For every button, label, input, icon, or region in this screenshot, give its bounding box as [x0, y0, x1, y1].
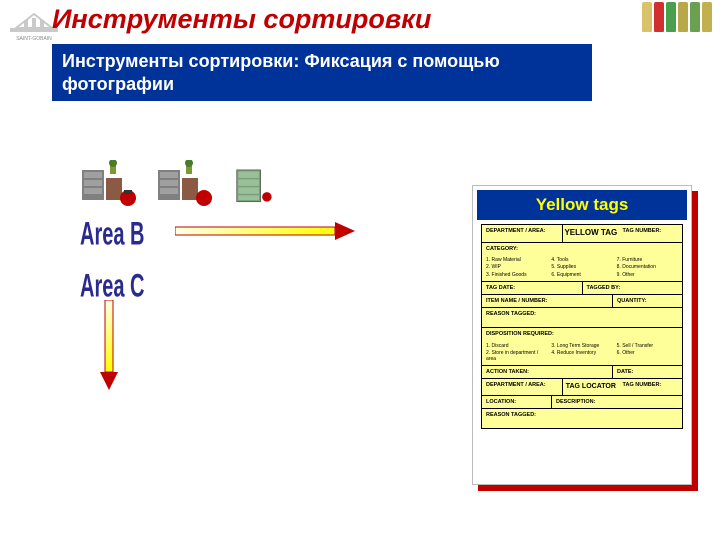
tagged-by-label: TAGGED BY: — [583, 282, 683, 294]
yellow-tag-document: DEPARTMENT / AREA: YELLOW TAG TAG NUMBER… — [481, 224, 683, 429]
location-label: LOCATION: — [482, 396, 552, 408]
tagnum2-label: TAG NUMBER: — [619, 379, 682, 395]
bottle-badges — [642, 2, 712, 32]
workstation-icons — [80, 160, 278, 210]
item-name-label: ITEM NAME / NUMBER: — [482, 295, 613, 307]
reason-label: REASON TAGGED: — [482, 308, 682, 327]
clutter-icon — [80, 160, 138, 210]
tag-dept-label: DEPARTMENT / AREA: — [482, 225, 563, 242]
page-title: Инструменты сортировки — [52, 4, 431, 35]
svg-text:SAINT-GOBAIN: SAINT-GOBAIN — [16, 36, 52, 42]
arrow-down-icon — [100, 300, 118, 390]
tag-number-label: TAG NUMBER: — [619, 225, 682, 242]
tag-title: YELLOW TAG — [563, 225, 618, 242]
subtitle-bar: Инструменты сортировки: Фиксация с помощ… — [52, 44, 592, 101]
locator-title: TAG LOCATOR — [563, 379, 618, 395]
cabinet-icon — [232, 160, 278, 210]
area-b-label: Area B — [80, 217, 144, 254]
action-label: ACTION TAKEN: — [482, 366, 613, 378]
reason2-label: REASON TAGGED: — [482, 409, 682, 428]
clutter-icon — [156, 160, 214, 210]
dept2-label: DEPARTMENT / AREA: — [482, 379, 563, 395]
date-label: DATE: — [613, 366, 682, 378]
quantity-label: QUANTITY: — [613, 295, 682, 307]
arrow-right-icon — [175, 222, 355, 240]
disposition-items: 1. Discard 3. Long Term Storage 5. Sell … — [482, 341, 682, 366]
yellow-tags-header: Yellow tags — [477, 190, 687, 220]
tag-category-items: 1. Raw Material 4. Tools 7. Furniture 2.… — [482, 255, 682, 282]
tag-category-label: CATEGORY: — [482, 243, 682, 255]
yellow-tags-panel: Yellow tags DEPARTMENT / AREA: YELLOW TA… — [472, 185, 692, 485]
disposition-label: DISPOSITION REQUIRED: — [482, 328, 682, 340]
description-label: DESCRIPTION: — [552, 396, 682, 408]
tag-date-label: TAG DATE: — [482, 282, 583, 294]
